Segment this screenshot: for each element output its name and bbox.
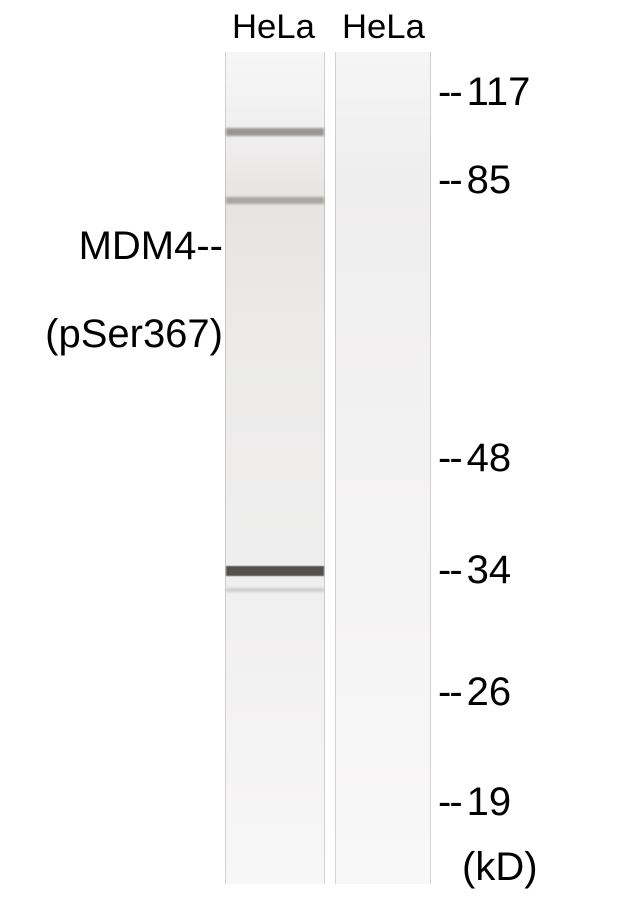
mw-marker-117: -- 117 <box>438 70 530 115</box>
mw-marker-dash: -- <box>438 70 461 115</box>
mw-marker-dash: -- <box>438 780 461 825</box>
mw-marker-value: 117 <box>467 70 531 115</box>
mw-marker-dash: -- <box>438 436 461 481</box>
mw-marker-48: -- 48 <box>438 436 511 481</box>
mw-marker-value: 19 <box>467 780 512 825</box>
blot-band <box>226 588 324 592</box>
blot-lane-1 <box>225 52 325 884</box>
mw-marker-dash: -- <box>438 670 461 715</box>
unit-label: (kD) <box>462 845 538 890</box>
mw-marker-dash: -- <box>438 158 461 203</box>
mw-marker-85: -- 85 <box>438 158 511 203</box>
protein-annotation-line-1: MDM4-- <box>79 224 223 268</box>
lane-2-label: HeLa <box>342 8 425 47</box>
blot-band <box>226 128 324 136</box>
mw-marker-value: 85 <box>467 158 512 203</box>
mw-marker-value: 48 <box>467 436 512 481</box>
protein-annotation-line-2: (pSer367) <box>45 312 223 356</box>
mw-marker-dash: -- <box>438 548 461 593</box>
blot-band <box>226 566 324 576</box>
lane-1-label: HeLa <box>232 8 315 47</box>
mw-marker-value: 34 <box>467 548 512 593</box>
mw-marker-value: 26 <box>467 670 512 715</box>
mw-marker-34: -- 34 <box>438 548 511 593</box>
protein-annotation: MDM4-- (pSer367) <box>0 180 223 400</box>
mw-marker-26: -- 26 <box>438 670 511 715</box>
western-blot-figure: HeLa HeLa MDM4-- (pSer367) -- 117 -- 85 … <box>0 0 617 907</box>
blot-band <box>226 197 324 204</box>
mw-marker-19: -- 19 <box>438 780 511 825</box>
blot-lane-2 <box>335 52 431 884</box>
